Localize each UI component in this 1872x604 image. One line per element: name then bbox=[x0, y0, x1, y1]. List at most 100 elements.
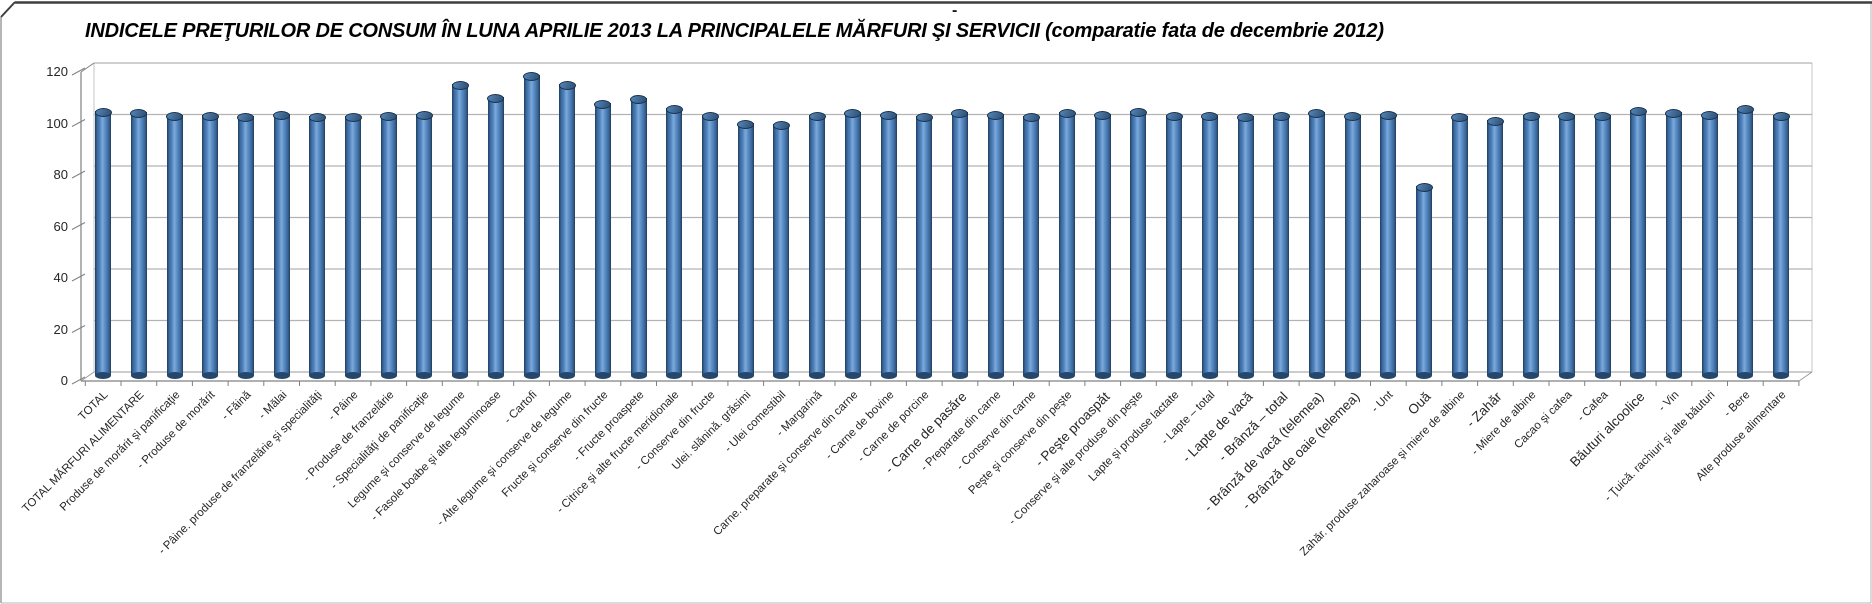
bar-bottom-cap bbox=[666, 371, 683, 379]
chart-bar-30 bbox=[1129, 107, 1147, 379]
bar-top-cap bbox=[1736, 104, 1754, 114]
chart-bar-29 bbox=[1094, 110, 1112, 379]
chart-bar-48 bbox=[1772, 111, 1790, 379]
bar-bottom-cap bbox=[594, 371, 611, 379]
y-axis-tick bbox=[71, 325, 86, 333]
bar-top-cap bbox=[915, 112, 933, 122]
chart-bar-21 bbox=[808, 111, 826, 379]
y-axis-tick-label: 60 bbox=[53, 218, 68, 234]
bar-top-cap bbox=[701, 111, 719, 121]
bar-top-cap bbox=[1772, 111, 1790, 121]
bar-bottom-cap bbox=[345, 371, 362, 379]
bar-bottom-cap bbox=[1059, 371, 1076, 379]
bar-top-cap bbox=[737, 119, 755, 129]
chart-bar-16 bbox=[630, 94, 648, 379]
chart-bar-39 bbox=[1451, 112, 1469, 379]
bar-top-cap bbox=[94, 107, 112, 117]
bar-bottom-cap bbox=[1023, 371, 1040, 379]
bar-top-cap bbox=[273, 110, 291, 120]
floor-right-edge bbox=[1798, 371, 1813, 382]
bar-top-cap bbox=[772, 120, 790, 130]
bar-top-cap bbox=[1558, 111, 1576, 121]
chart-bar-10 bbox=[415, 110, 433, 379]
bar-bottom-cap bbox=[1773, 371, 1790, 379]
bar-top-cap bbox=[451, 80, 469, 90]
chart-bar-7 bbox=[308, 112, 326, 379]
chart-bar-42 bbox=[1558, 111, 1576, 379]
floor-left-edge bbox=[80, 371, 95, 382]
bar-bottom-cap bbox=[1558, 371, 1575, 379]
bar-bottom-cap bbox=[809, 371, 826, 379]
bar-bottom-cap bbox=[1701, 371, 1718, 379]
bar-bottom-cap bbox=[166, 371, 183, 379]
bar-top-cap bbox=[1022, 112, 1040, 122]
bar-bottom-cap bbox=[1273, 371, 1290, 379]
y-axis-tick-label: 40 bbox=[53, 270, 68, 285]
y-axis-tick bbox=[71, 170, 86, 179]
bar-bottom-cap bbox=[559, 371, 576, 379]
bar-bottom-cap bbox=[1416, 371, 1433, 379]
bar-bottom-cap bbox=[1665, 371, 1682, 379]
bar-bottom-cap bbox=[1166, 371, 1183, 379]
bar-bottom-cap bbox=[880, 371, 897, 379]
chart-bar-33 bbox=[1237, 112, 1255, 379]
bar-bottom-cap bbox=[951, 371, 968, 379]
bar-bottom-cap bbox=[523, 371, 540, 379]
chart-bar-18 bbox=[701, 111, 719, 379]
bar-top-cap bbox=[1201, 111, 1219, 121]
bar-bottom-cap bbox=[1737, 371, 1754, 379]
bar-top-cap bbox=[1665, 108, 1683, 118]
y-axis-tick bbox=[71, 273, 86, 282]
bar-top-cap bbox=[1701, 110, 1719, 120]
bar-top-cap bbox=[166, 111, 184, 121]
y-axis-tick bbox=[71, 376, 86, 385]
bar-top-cap bbox=[1629, 106, 1647, 116]
bar-bottom-cap bbox=[737, 371, 754, 379]
stray-dash: - bbox=[952, 2, 958, 19]
bar-bottom-cap bbox=[1130, 371, 1147, 379]
frame-top-bevel bbox=[0, 1, 16, 18]
bar-top-cap bbox=[1308, 108, 1326, 118]
bar-top-cap bbox=[594, 99, 612, 109]
chart-bar-47 bbox=[1736, 104, 1754, 379]
bar-bottom-cap bbox=[630, 371, 647, 379]
bar-bottom-cap bbox=[1344, 371, 1361, 379]
bar-bottom-cap bbox=[1630, 371, 1647, 379]
chart-bar-19 bbox=[737, 119, 755, 379]
y-axis-tick-label: 0 bbox=[60, 373, 68, 388]
bar-bottom-cap bbox=[380, 371, 397, 379]
chart-bar-45 bbox=[1665, 108, 1683, 379]
bar-top-cap bbox=[237, 112, 255, 122]
bar-bottom-cap bbox=[95, 371, 112, 379]
bar-bottom-cap bbox=[309, 371, 326, 379]
chart-bar-15 bbox=[594, 99, 612, 379]
chart-bar-4 bbox=[201, 111, 219, 379]
bar-top-cap bbox=[380, 111, 398, 121]
bar-top-cap bbox=[1165, 111, 1183, 121]
bar-top-cap bbox=[308, 112, 326, 122]
chart-bar-37 bbox=[1379, 110, 1397, 379]
bar-bottom-cap bbox=[1487, 371, 1504, 379]
bar-bottom-cap bbox=[202, 371, 219, 379]
chart-bar-17 bbox=[665, 104, 683, 379]
chart-bar-40 bbox=[1486, 116, 1504, 379]
chart-bar-8 bbox=[344, 112, 362, 379]
bar-bottom-cap bbox=[1094, 371, 1111, 379]
bar-top-cap bbox=[201, 111, 219, 121]
y-axis-tick-label: 20 bbox=[53, 321, 68, 337]
chart-bar-14 bbox=[558, 80, 576, 379]
chart-bar-38 bbox=[1415, 182, 1433, 379]
bar-top-cap bbox=[808, 111, 826, 121]
bar-top-cap bbox=[1415, 182, 1433, 192]
chart-bar-22 bbox=[844, 108, 862, 379]
y-axis-tick bbox=[71, 222, 86, 230]
chart-bar-1 bbox=[94, 107, 112, 379]
bar-bottom-cap bbox=[1201, 371, 1218, 379]
chart-bar-36 bbox=[1344, 111, 1362, 379]
chart-bar-3 bbox=[166, 111, 184, 379]
bar-top-cap bbox=[1594, 111, 1612, 121]
bar-bottom-cap bbox=[416, 371, 433, 379]
bar-top-cap bbox=[415, 110, 433, 120]
bar-top-cap bbox=[1272, 111, 1290, 121]
